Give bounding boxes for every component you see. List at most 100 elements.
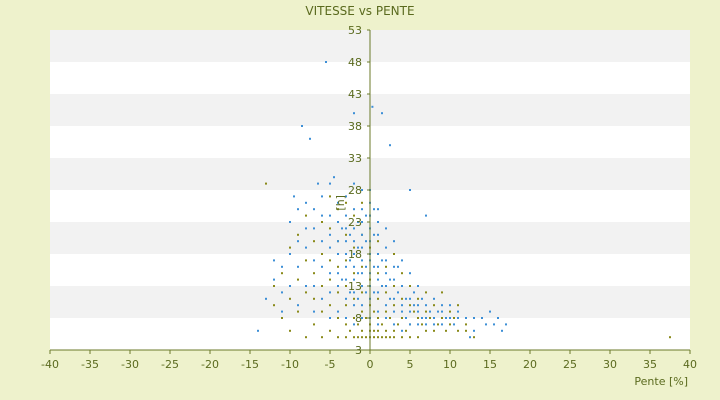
data-point [417,323,419,326]
data-point [373,265,375,268]
data-point [345,227,347,230]
data-point [425,323,427,326]
data-point [377,208,379,211]
data-point [449,304,451,307]
data-point [361,189,363,191]
data-point [297,240,299,243]
data-point [425,310,427,313]
data-point [441,323,443,326]
data-point [377,253,379,255]
data-point [417,336,419,339]
data-point [385,265,387,268]
data-point [301,125,303,127]
data-point [289,285,291,287]
data-point [377,310,379,313]
data-point [441,317,443,319]
data-point [385,304,387,307]
data-point [449,323,451,326]
data-point [385,336,387,339]
data-point [433,317,435,319]
data-point [425,291,427,294]
data-point [361,329,363,332]
data-point [289,297,291,300]
data-point [365,291,367,294]
x-tick-label: -5 [325,358,336,371]
data-point [381,285,383,287]
data-point [377,233,379,236]
data-point [329,291,331,294]
data-point [385,272,387,275]
x-tick-label: 35 [643,358,657,371]
data-point [337,291,339,294]
y-tick-label: 48 [348,56,362,69]
data-point [309,137,311,140]
data-point [353,240,355,243]
data-point [361,317,363,319]
data-point [401,272,403,275]
data-point [349,329,351,332]
data-point [273,259,275,262]
data-point [409,189,411,191]
data-point [353,297,355,300]
data-point [321,240,323,243]
data-point [361,259,363,262]
data-point [377,336,379,339]
data-point [353,272,355,275]
data-point [329,272,331,275]
data-point [377,297,379,300]
data-point [401,310,403,313]
data-point [365,214,367,217]
data-point [265,182,267,185]
data-point [337,240,339,243]
data-point [273,285,275,287]
data-point [365,317,367,319]
data-point [281,317,283,319]
data-point [345,336,347,339]
data-point [297,310,299,313]
data-point [337,336,339,339]
data-point [297,265,299,268]
data-point [437,323,439,326]
data-point [281,291,283,294]
data-point [313,323,315,326]
y-tick-label: 33 [348,152,362,165]
data-point [345,253,347,255]
data-point [353,214,355,217]
data-point [409,272,411,275]
data-point [389,336,391,339]
data-point [393,265,395,268]
data-point [433,304,435,307]
data-point [425,214,427,217]
data-point [457,310,459,313]
data-point [441,291,443,294]
data-point [385,227,387,230]
data-point [385,285,387,287]
data-point [305,291,307,294]
data-point [345,214,347,217]
data-point [313,272,315,275]
data-point [313,285,315,287]
data-point [421,323,423,326]
data-point [413,291,415,294]
data-point [393,310,395,313]
data-point [341,227,343,230]
data-point [377,265,379,268]
data-point [421,317,423,319]
data-point [361,272,363,275]
data-point [297,208,299,211]
data-point [417,310,419,313]
data-point [321,297,323,300]
data-point [313,297,315,300]
data-point [473,336,475,339]
data-point [345,195,347,198]
y-tick-label: 3 [355,344,362,357]
data-point [265,297,267,300]
data-point [401,304,403,307]
data-point [337,285,339,287]
data-point [313,208,315,211]
data-point [345,297,347,300]
data-point [417,285,419,287]
data-point [305,201,307,204]
data-point [377,272,379,275]
data-point [441,304,443,307]
